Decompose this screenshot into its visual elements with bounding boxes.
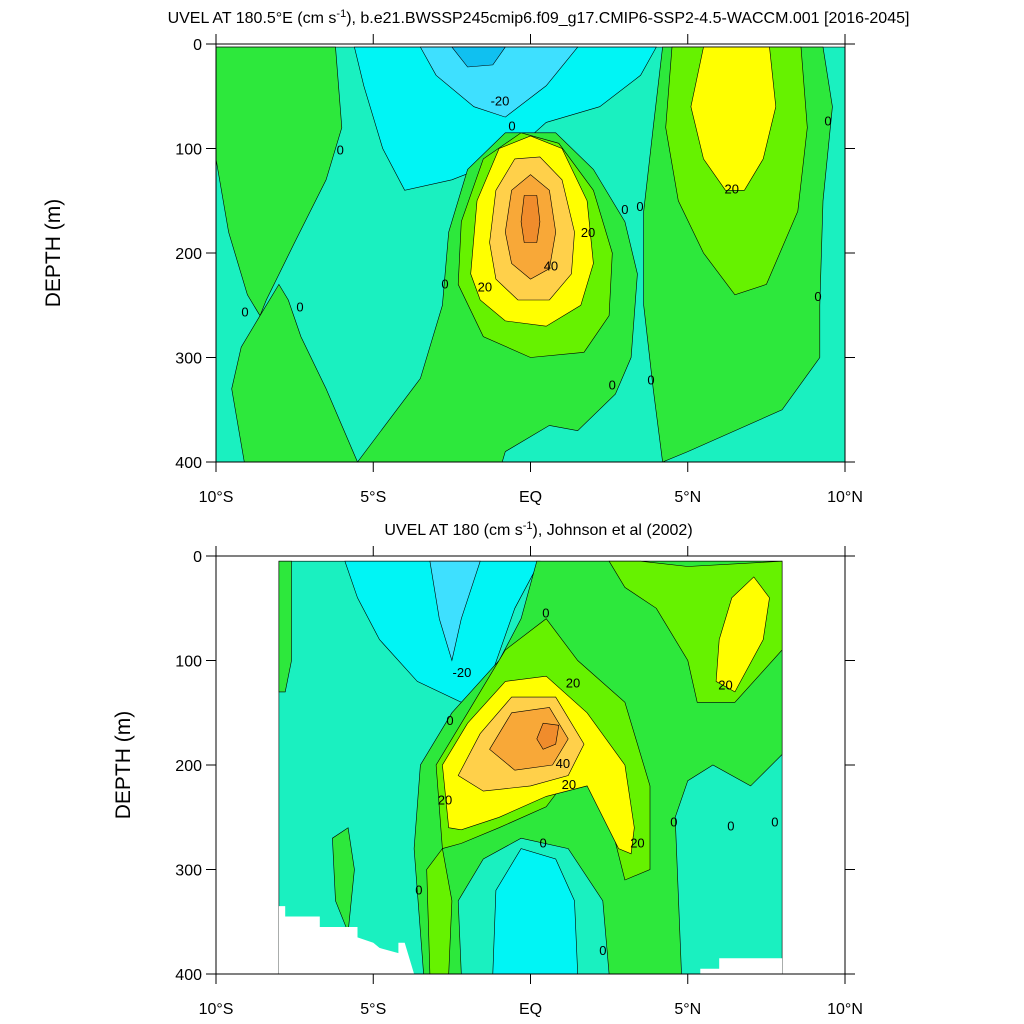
contour-label: 20 bbox=[725, 181, 739, 196]
title-text: ), Johnson et al (2002) bbox=[533, 522, 693, 539]
contour-region bbox=[278, 560, 292, 693]
contour-region bbox=[278, 906, 415, 974]
contour-region bbox=[715, 576, 770, 693]
contour-label: 0 bbox=[824, 113, 831, 128]
contour-label: 0 bbox=[508, 119, 515, 134]
contour-label: 20 bbox=[718, 678, 732, 693]
contour-label: 40 bbox=[544, 259, 558, 274]
y-axis-label: DEPTH (m) bbox=[112, 711, 135, 820]
contour-label: 0 bbox=[647, 372, 654, 387]
contour-fills bbox=[216, 46, 845, 462]
contour-label: 0 bbox=[539, 835, 546, 850]
contour-label: 40 bbox=[556, 756, 570, 771]
x-tick-label: 10°N bbox=[827, 1001, 863, 1018]
contour-label: 0 bbox=[727, 819, 734, 834]
title-text: UVEL AT 180 (cm s bbox=[384, 522, 522, 539]
contour-region bbox=[489, 707, 569, 771]
x-tick-label: 5°N bbox=[674, 489, 701, 506]
contour-label: 20 bbox=[478, 279, 492, 294]
x-tick-label: 5°N bbox=[674, 1001, 701, 1018]
contour-label: 0 bbox=[670, 814, 677, 829]
contour-label: 0 bbox=[609, 378, 616, 393]
contour-label: 20 bbox=[581, 225, 595, 240]
x-tick-label: 5°S bbox=[360, 1001, 386, 1018]
contour-region bbox=[332, 827, 355, 933]
contour-region bbox=[231, 283, 358, 462]
title-text: ), b.e21.BWSSP245cmip6.f09_g17.CMIP6-SSP… bbox=[346, 10, 909, 27]
contour-region bbox=[700, 958, 783, 974]
title-superscript: -1 bbox=[336, 8, 346, 20]
chart-title: UVEL AT 180 (cm s-1), Johnson et al (200… bbox=[384, 520, 692, 539]
contour-fills bbox=[278, 560, 783, 974]
x-tick-label: 5°S bbox=[360, 489, 386, 506]
y-tick-label: 400 bbox=[175, 967, 202, 984]
contour-label: 0 bbox=[621, 202, 628, 217]
title-text: UVEL AT 180.5°E (cm s bbox=[168, 10, 337, 27]
chart-title: UVEL AT 180.5°E (cm s-1), b.e21.BWSSP245… bbox=[168, 8, 910, 27]
contour-region bbox=[520, 195, 541, 243]
contour-region bbox=[419, 46, 579, 118]
contour-label: 0 bbox=[241, 305, 248, 320]
contour-label: 20 bbox=[566, 675, 580, 690]
contour-label: 0 bbox=[599, 943, 606, 958]
contour-region bbox=[429, 560, 481, 662]
contour-label: 0 bbox=[446, 713, 453, 728]
y-tick-label: 100 bbox=[175, 142, 202, 159]
y-tick-label: 400 bbox=[175, 455, 202, 472]
y-tick-label: 0 bbox=[193, 37, 202, 54]
y-tick-label: 300 bbox=[175, 351, 202, 368]
y-tick-label: 200 bbox=[175, 246, 202, 263]
contour-label: 0 bbox=[771, 814, 778, 829]
contour-region bbox=[492, 848, 579, 974]
contour-region bbox=[451, 46, 506, 68]
contour-region bbox=[426, 847, 453, 974]
contour-label: 0 bbox=[636, 199, 643, 214]
contour-label: 0 bbox=[296, 299, 303, 314]
x-tick-label: 10°N bbox=[827, 489, 863, 506]
contour-region bbox=[690, 46, 777, 191]
contour-label: 0 bbox=[441, 276, 448, 291]
y-tick-label: 200 bbox=[175, 758, 202, 775]
x-tick-label: EQ bbox=[519, 489, 542, 506]
x-tick-label: EQ bbox=[519, 1001, 542, 1018]
contour-label: 20 bbox=[562, 777, 576, 792]
y-tick-label: 0 bbox=[193, 549, 202, 566]
contour-region bbox=[536, 722, 560, 750]
contour-label: 0 bbox=[814, 289, 821, 304]
y-tick-label: 300 bbox=[175, 863, 202, 880]
contour-region bbox=[216, 46, 343, 317]
contour-label: -20 bbox=[491, 93, 510, 108]
contour-label: 20 bbox=[630, 835, 644, 850]
x-tick-label: 10°S bbox=[199, 1001, 234, 1018]
contour-label: 0 bbox=[542, 605, 549, 620]
y-tick-label: 100 bbox=[175, 654, 202, 671]
contour-label: 20 bbox=[438, 793, 452, 808]
contour-label: -20 bbox=[453, 665, 472, 680]
title-superscript: -1 bbox=[523, 520, 533, 532]
x-tick-label: 10°S bbox=[199, 489, 234, 506]
contour-label: 0 bbox=[337, 143, 344, 158]
y-axis-label: DEPTH (m) bbox=[42, 199, 65, 308]
contour-label: 0 bbox=[415, 882, 422, 897]
